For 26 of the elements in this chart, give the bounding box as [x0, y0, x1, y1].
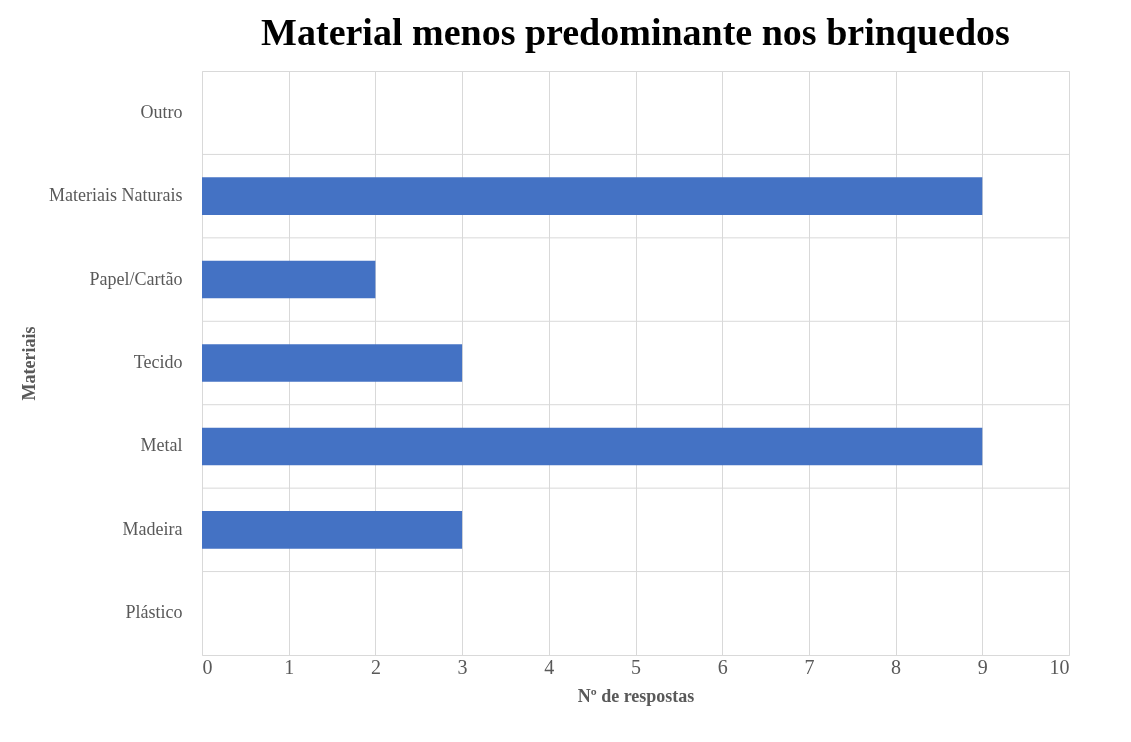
x-tick-label: 9: [977, 655, 988, 678]
x-axis-title: Nº de respostas: [577, 685, 695, 706]
x-tick-label: 1: [284, 655, 295, 678]
y-tick-label: Plástico: [125, 602, 183, 623]
x-tick-label: 0: [202, 655, 213, 678]
x-tick-label: 10: [1049, 655, 1070, 678]
bar: [202, 427, 983, 466]
y-tick-label: Papel/Cartão: [89, 268, 183, 289]
bar: [202, 260, 376, 299]
y-tick-label: Materiais Naturais: [49, 185, 183, 206]
x-tick-label: 5: [631, 655, 641, 678]
x-tick-label: 7: [804, 655, 815, 678]
x-tick-label: 2: [370, 655, 381, 678]
x-tick-label: 8: [891, 655, 902, 678]
chart-title: Material menos predominante nos brinquedos: [261, 11, 1010, 53]
x-tick-label: 3: [457, 655, 468, 678]
y-tick-label: Madeira: [122, 518, 183, 539]
bar: [202, 511, 463, 549]
y-tick-label: Outro: [140, 101, 183, 122]
x-tick-label: 4: [544, 655, 555, 678]
bar: [202, 177, 983, 215]
y-tick-label: Metal: [140, 435, 183, 456]
y-tick-label: Tecido: [133, 352, 183, 372]
bar: [202, 344, 463, 382]
y-axis-title: Materiais: [19, 326, 40, 401]
x-tick-label: 6: [717, 655, 728, 678]
